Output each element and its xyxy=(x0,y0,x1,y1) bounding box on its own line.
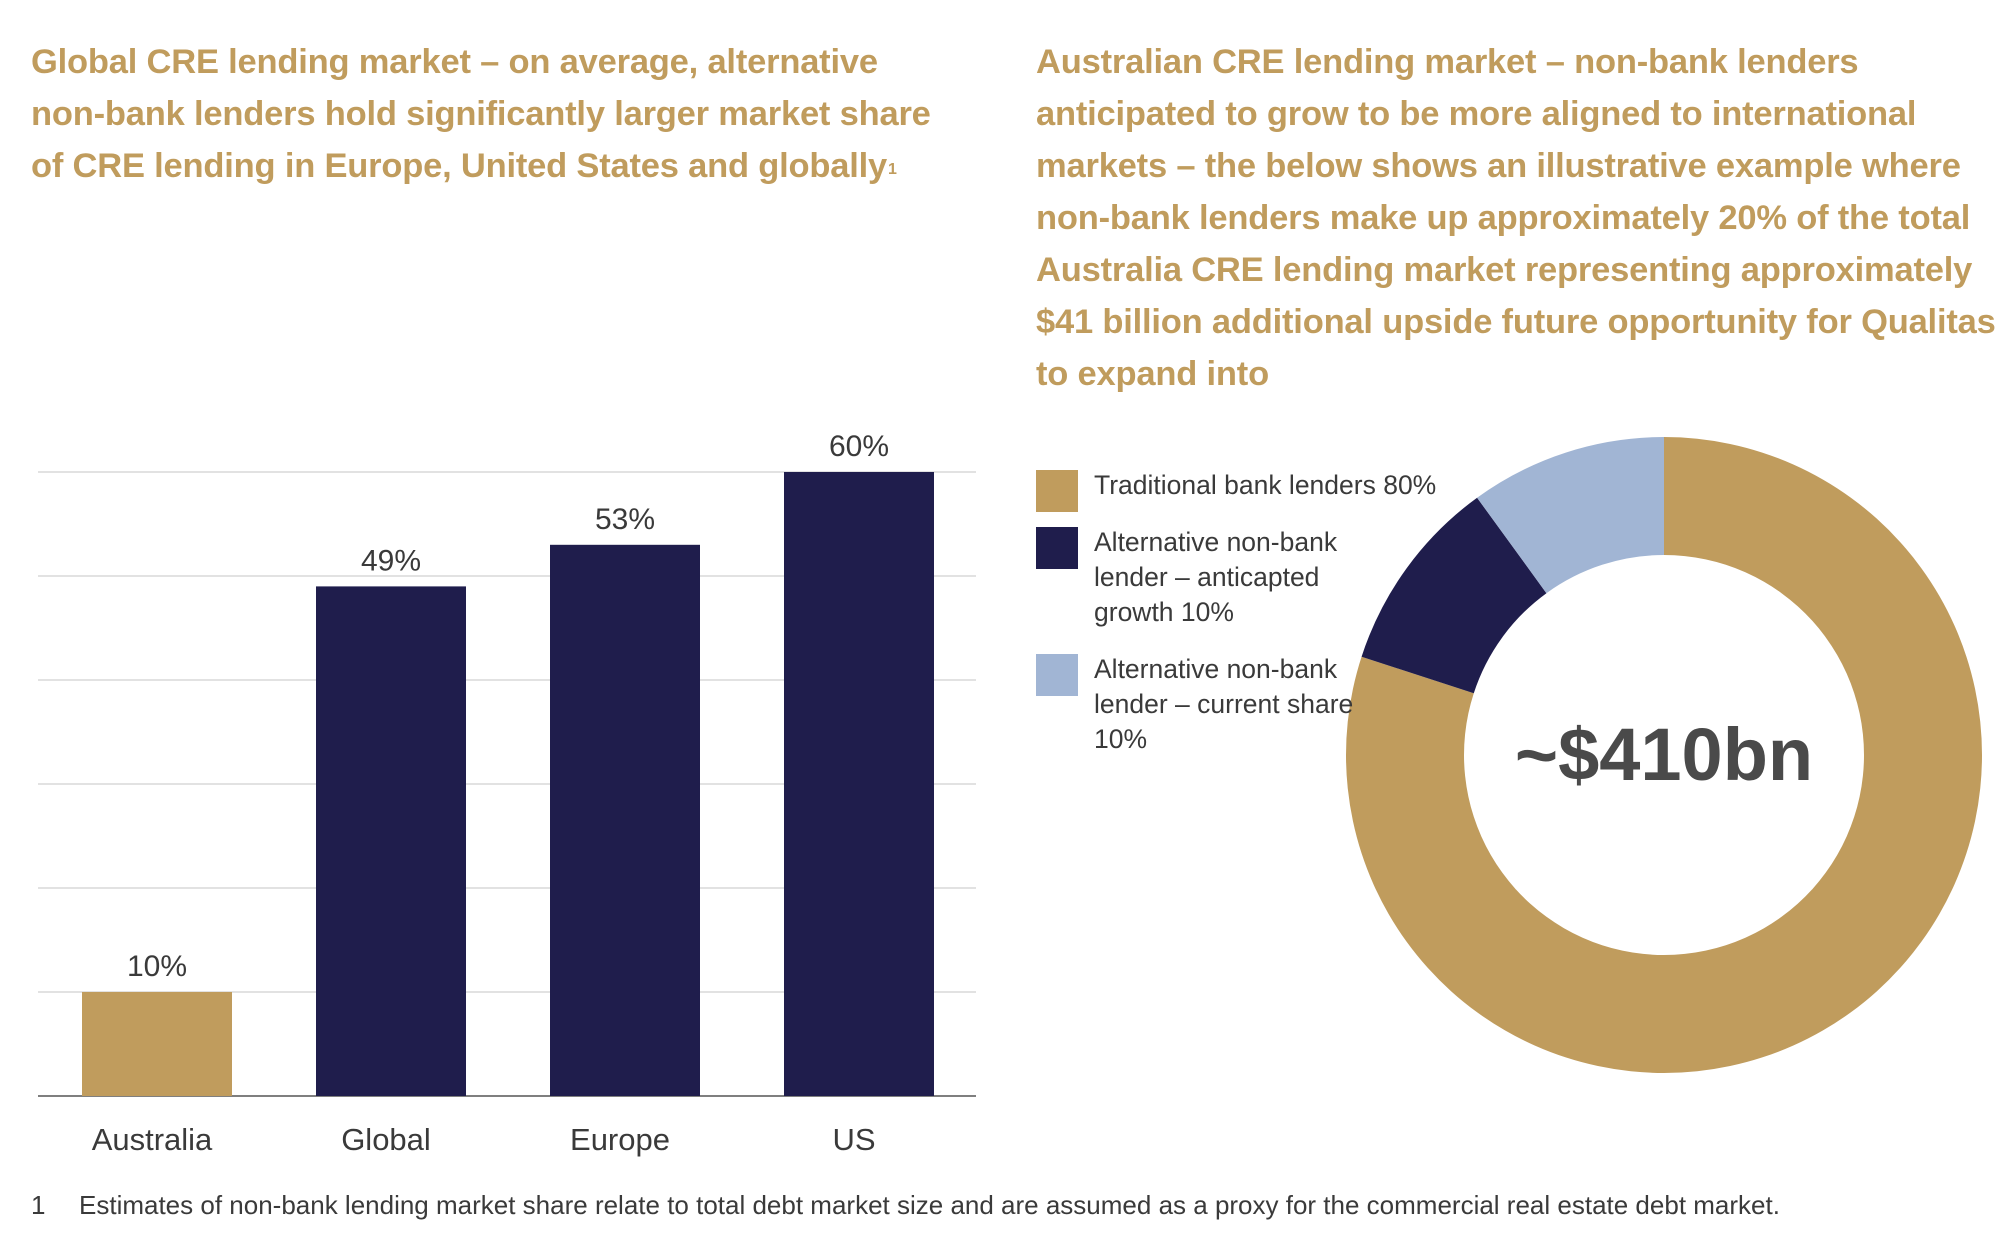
legend-label: Traditional bank lenders 80% xyxy=(1094,470,1437,500)
bar-global xyxy=(316,586,466,1096)
left-panel-heading: Global CRE lending market – on average, … xyxy=(31,36,931,192)
footnote-text: Estimates of non-bank lending market sha… xyxy=(79,1190,1780,1220)
bar-australia xyxy=(82,992,232,1096)
value-label-europe: 53% xyxy=(595,503,655,536)
footnote: 1 Estimates of non-bank lending market sh… xyxy=(31,1190,1780,1221)
legend-item-nonbank-growth: Alternative non-bank lender – anticapted… xyxy=(1036,525,1456,630)
donut-slices xyxy=(1346,437,1983,1073)
legend-label: Alternative non-bank lender – current sh… xyxy=(1094,654,1354,754)
category-label-europe: Europe xyxy=(570,1122,670,1157)
category-label-australia: Australia xyxy=(92,1122,213,1157)
donut-slice-nonbank-growth xyxy=(1361,497,1547,694)
category-label-global: Global xyxy=(341,1122,431,1157)
bar-chart: 10% Australia 49% Global 53% Europe 60% US xyxy=(38,430,976,1157)
bar-chart-marks: 10% Australia 49% Global 53% Europe 60% US xyxy=(82,430,934,1157)
donut-slice-traditional-bank xyxy=(1346,437,1983,1073)
donut-legend: Traditional bank lenders 80% Alternative… xyxy=(1036,468,1456,779)
value-label-us: 60% xyxy=(829,430,889,463)
footnote-ref: 1 xyxy=(888,161,897,178)
legend-swatch-light-blue xyxy=(1036,654,1078,696)
legend-item-nonbank-current: Alternative non-bank lender – current sh… xyxy=(1036,652,1456,757)
legend-swatch-gold xyxy=(1036,470,1078,512)
legend-label: Alternative non-bank lender – anticapted… xyxy=(1094,527,1338,627)
legend-item-traditional-bank: Traditional bank lenders 80% xyxy=(1036,468,1456,512)
donut-chart: ~$410bn xyxy=(1346,437,1983,1073)
legend-swatch-navy xyxy=(1036,527,1078,569)
donut-center-label: ~$410bn xyxy=(1515,713,1813,796)
value-label-global: 49% xyxy=(361,544,421,577)
left-heading-text: Global CRE lending market – on average, … xyxy=(31,43,931,185)
footnote-number: 1 xyxy=(31,1190,46,1220)
bar-europe xyxy=(550,544,700,1096)
right-panel-heading: Australian CRE lending market – non-bank… xyxy=(1036,43,1996,393)
bar-us xyxy=(784,472,934,1096)
category-label-us: US xyxy=(832,1122,875,1157)
donut-slice-nonbank-current xyxy=(1477,437,1664,594)
value-label-australia: 10% xyxy=(127,950,187,983)
